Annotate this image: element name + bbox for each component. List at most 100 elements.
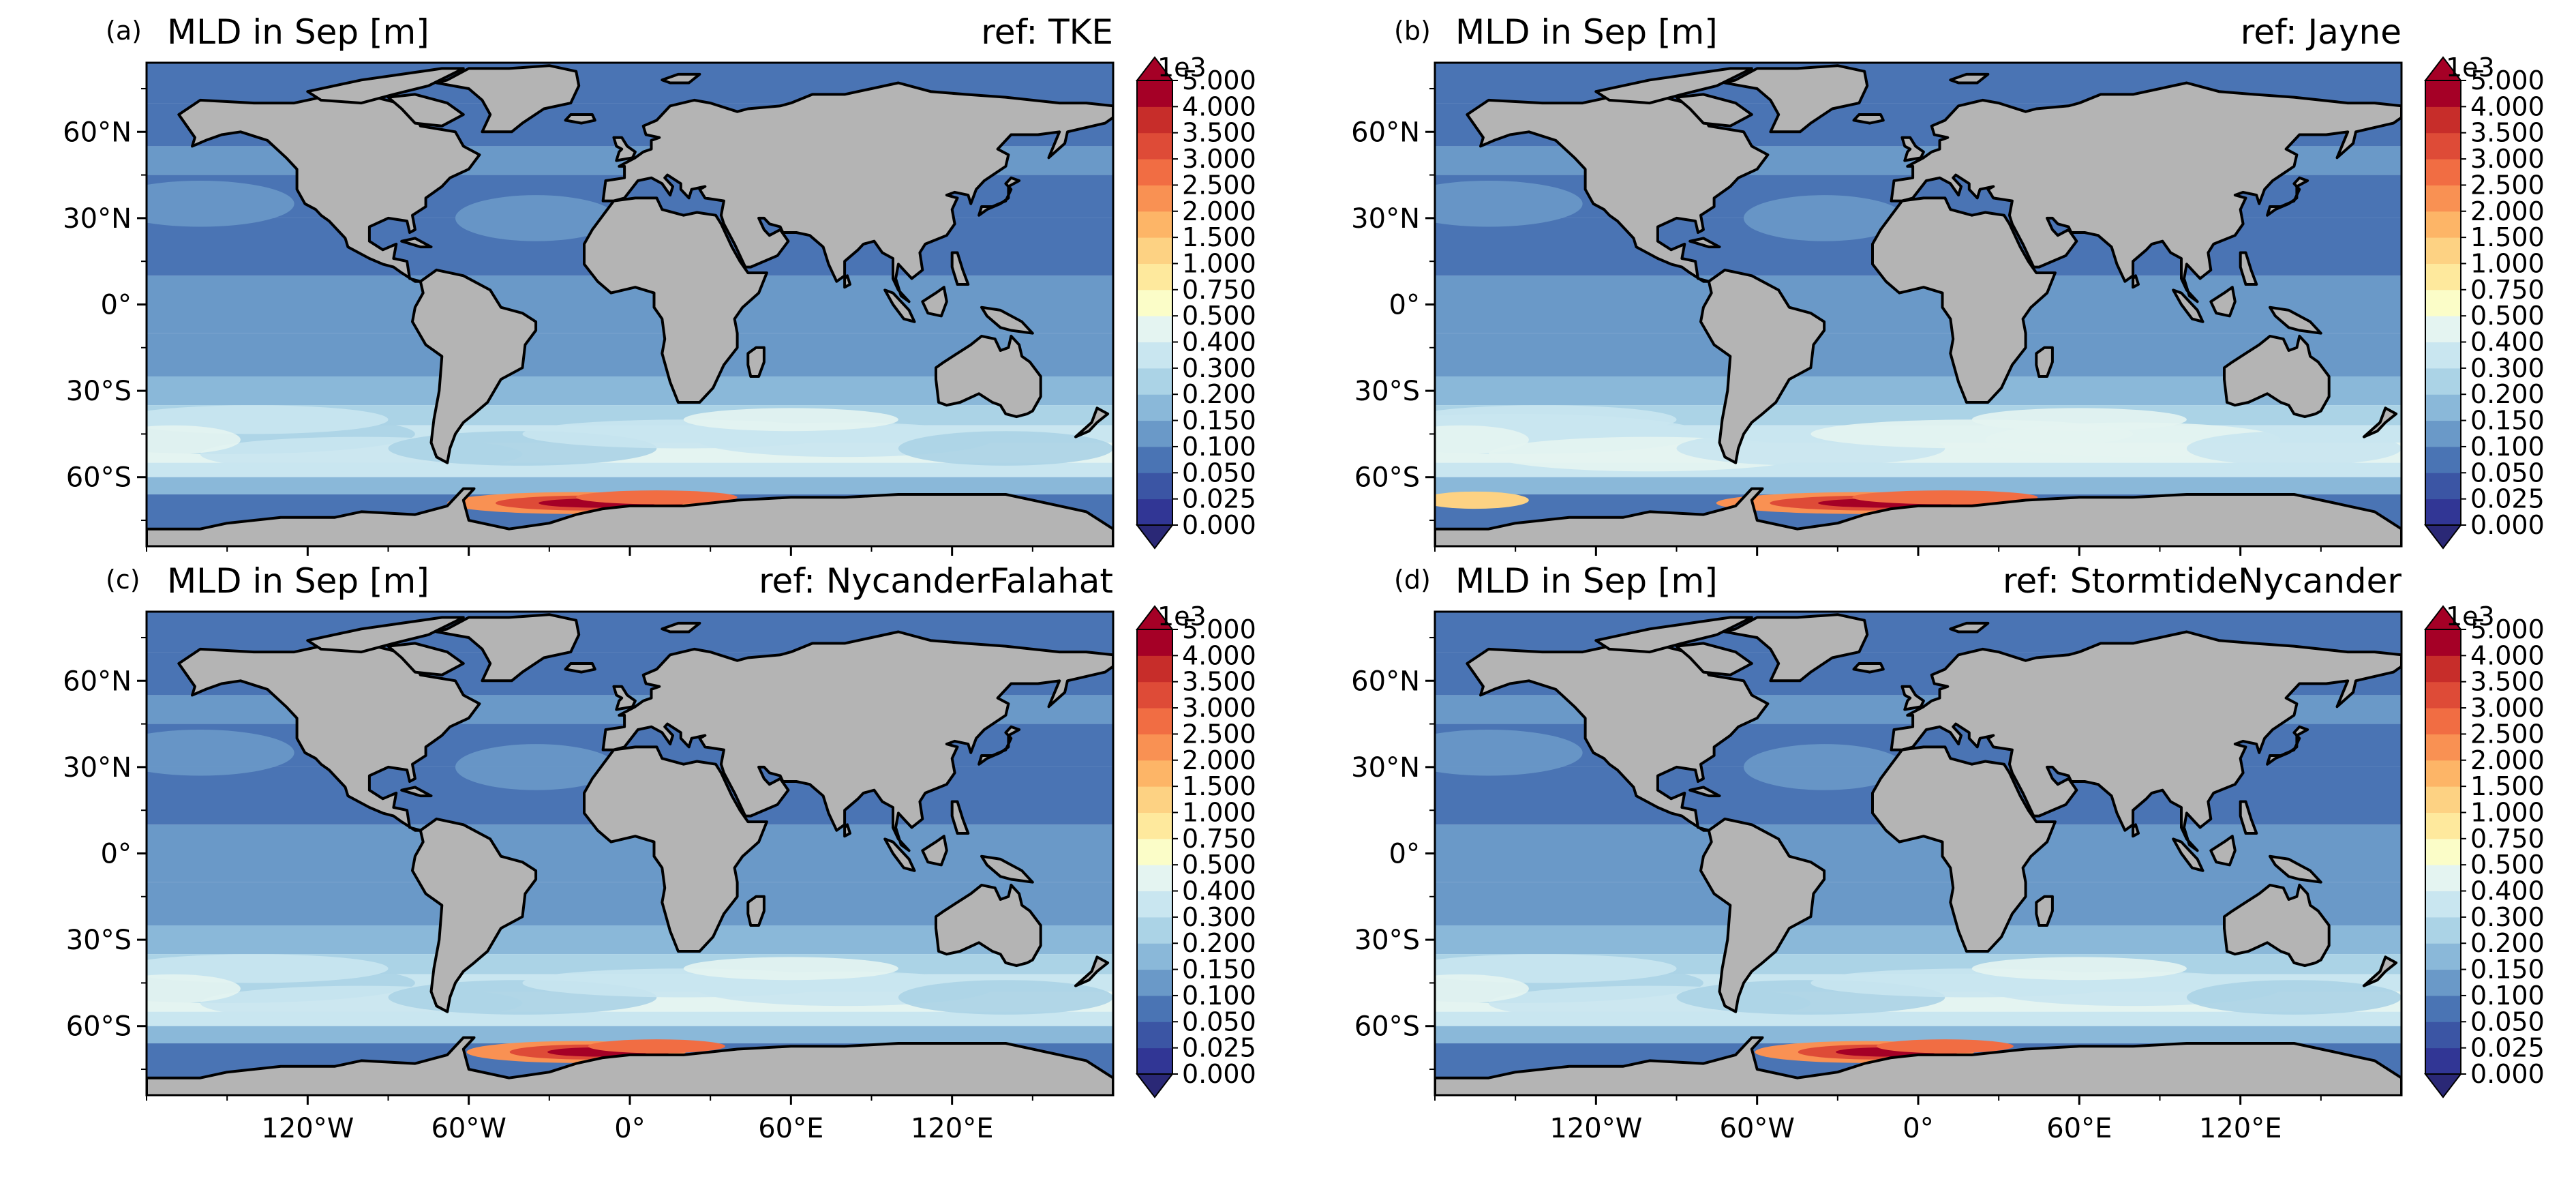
land-canadian-archipelago <box>306 616 465 654</box>
land-australia <box>2223 334 2331 419</box>
mld-patch <box>1435 405 1677 434</box>
colorbar-tick-label: 0.025 <box>1182 484 1256 514</box>
land-british-isles <box>612 685 637 711</box>
land-new-zealand <box>2362 406 2398 438</box>
colorbar-tick-label: 0.400 <box>2470 327 2545 357</box>
land-greenland <box>435 613 581 683</box>
land-svalbard <box>661 621 701 634</box>
colorbar-segment <box>2425 394 2461 421</box>
mld-patch <box>147 425 241 454</box>
land-canadian-archipelago <box>1594 616 1753 654</box>
colorbar-tick-label: 2.000 <box>2470 745 2545 775</box>
colorbar-segment <box>1137 316 1172 343</box>
colorbar-segment <box>2425 446 2461 473</box>
panel-label: (d) <box>1394 565 1431 595</box>
colorbar-segment <box>2425 969 2461 996</box>
ocean-field <box>147 612 1113 1095</box>
colorbar-tick-label: 2.000 <box>2470 196 2545 226</box>
land-africa <box>1871 745 2057 953</box>
land-philippines <box>2239 251 2258 286</box>
land-philippines <box>950 251 970 286</box>
x-tick-label: 60°E <box>758 1113 823 1144</box>
colorbar-segment <box>2425 681 2461 709</box>
land-iceland <box>564 113 596 125</box>
land-indonesia <box>2172 837 2204 872</box>
x-tick-label: 60°E <box>2046 1113 2112 1144</box>
colorbar-segment <box>2425 891 2461 918</box>
x-tick-label: 120°W <box>261 1113 354 1144</box>
y-tick-label: 30°N <box>63 203 132 235</box>
land-antarctica <box>147 487 1113 546</box>
deep-convection-patch <box>1876 1039 2014 1054</box>
colorbar-tick-label: 0.025 <box>2470 484 2545 514</box>
mld-patch <box>898 980 1113 1015</box>
mld-patch <box>683 957 898 981</box>
land-eurasia <box>601 630 1113 852</box>
mld-patch <box>1435 974 1529 1003</box>
colorbar-tick-label: 0.200 <box>2470 928 2545 958</box>
land-philippines <box>950 800 970 835</box>
panel-title: MLD in Sep [m] <box>167 561 429 601</box>
y-tick-label: 60°N <box>1351 117 1420 148</box>
mld-patch <box>1743 195 1905 241</box>
colorbar-tick-label: 3.500 <box>2470 118 2545 148</box>
colorbar-segment <box>2425 943 2461 970</box>
colorbar-segment <box>2425 420 2461 447</box>
land-japan <box>978 176 1021 217</box>
land-baffin-island <box>387 93 465 128</box>
colorbar-tick-label: 2.500 <box>1182 170 1256 200</box>
mld-patch <box>898 431 1113 466</box>
colorbar-segment <box>2425 734 2461 761</box>
colorbar-tick-label: 3.500 <box>2470 667 2545 697</box>
map-svg: 60°N 30°N 0° 30°S 60°S 120°W 60°W 0° 60°E 120°E (c… <box>63 561 1256 1144</box>
colorbar-tick-label: 0.200 <box>2470 379 2545 409</box>
colorbar-segment <box>1137 80 1172 107</box>
x-tick-label: 120°W <box>1549 1113 1642 1144</box>
y-tick-label: 0° <box>101 839 132 870</box>
colorbar-tick-label: 0.200 <box>1182 379 1256 409</box>
land-eurasia <box>1890 630 2401 852</box>
land-iceland <box>564 662 596 674</box>
colorbar-segment <box>2425 1047 2461 1075</box>
land-sri-lanka <box>843 823 851 838</box>
land-madagascar <box>746 346 766 378</box>
y-tick-label: 60°S <box>1354 462 1420 494</box>
colorbar-tick-label: 1.500 <box>2470 771 2545 801</box>
colorbar-segment <box>1137 132 1172 160</box>
colorbar-tick-label: 5.000 <box>2470 614 2545 644</box>
x-tick-label: 120°E <box>2199 1113 2282 1144</box>
colorbar-tick-label: 3.000 <box>1182 693 1256 723</box>
land-indonesia <box>2172 288 2204 323</box>
panel-ref: ref: TKE <box>981 12 1113 52</box>
y-tick-label: 0° <box>1389 290 1420 321</box>
ocean-field <box>1435 612 2401 1095</box>
land-svalbard <box>1949 621 1990 634</box>
map-panel-c: 60°N 30°N 0° 30°S 60°S 120°W 60°W 0° 60°E 120°E (c… <box>0 549 1282 1144</box>
colorbar-tick-label: 0.100 <box>2470 432 2545 462</box>
colorbar-tick-label: 0.000 <box>1182 510 1256 540</box>
colorbar-segment <box>1137 368 1172 395</box>
land-new-zealand <box>1074 955 1110 987</box>
colorbar-tick-label: 0.100 <box>2470 981 2545 1011</box>
colorbar-segment <box>2425 498 2461 526</box>
colorbar-segment <box>1137 342 1172 369</box>
land-greenland <box>1723 613 1869 683</box>
colorbar-segment <box>2425 237 2461 264</box>
y-tick-label: 30°S <box>66 925 132 956</box>
colorbar-tick-label: 0.500 <box>1182 850 1256 880</box>
colorbar-tick-label: 3.000 <box>1182 144 1256 174</box>
colorbar-segment <box>1137 655 1172 683</box>
colorbar-segment <box>2425 655 2461 683</box>
colorbar-segment <box>2425 80 2461 107</box>
mld-patch <box>147 974 241 1003</box>
land-new-guinea <box>980 854 1034 884</box>
panel-title: MLD in Sep [m] <box>167 12 429 52</box>
colorbar-tick-label: 1.000 <box>1182 248 1256 278</box>
colorbar-tick-label: 0.300 <box>1182 902 1256 932</box>
colorbar-tick-label: 4.000 <box>1182 640 1256 670</box>
mld-patch <box>1435 954 1677 983</box>
colorbar-segment <box>1137 681 1172 709</box>
colorbar-tick-label: 0.750 <box>1182 824 1256 854</box>
colorbar-tick-label: 4.000 <box>2470 91 2545 121</box>
colorbar-tick-label: 0.100 <box>1182 432 1256 462</box>
